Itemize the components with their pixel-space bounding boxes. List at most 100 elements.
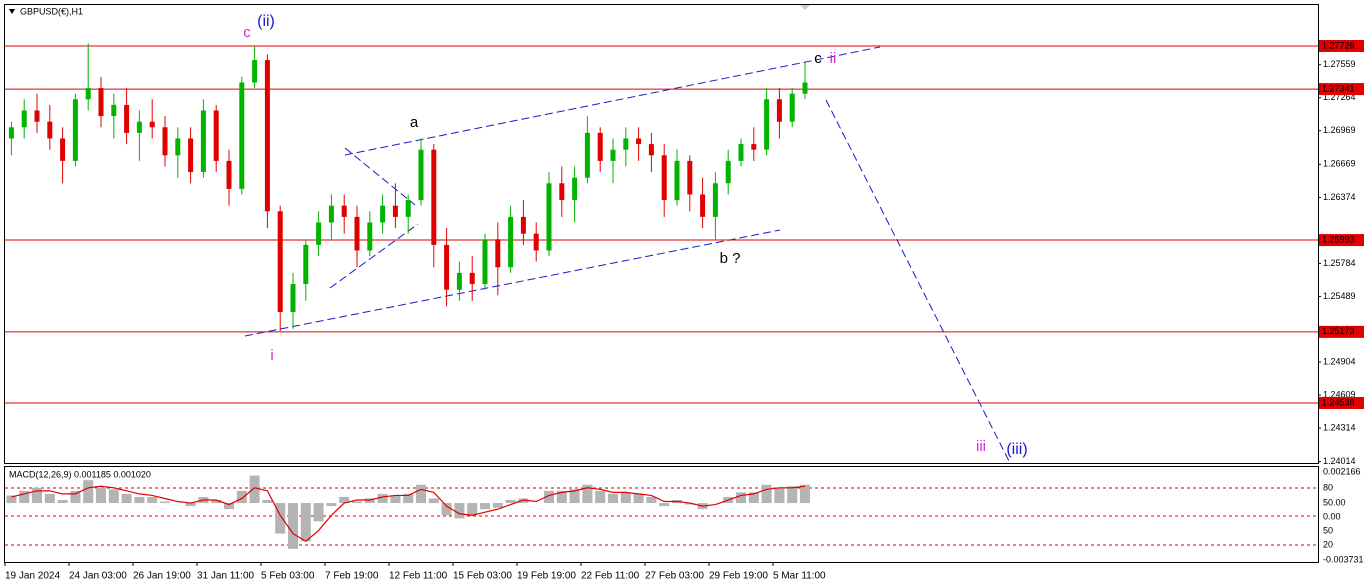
macd-bar bbox=[390, 495, 401, 504]
scroll-marker bbox=[800, 5, 810, 10]
macd-bar bbox=[800, 484, 810, 504]
trendline bbox=[344, 147, 416, 206]
candle-body bbox=[572, 177, 578, 201]
macd-bar bbox=[441, 503, 452, 516]
macd-title: MACD(12,26,9) 0.001185 0.001020 bbox=[9, 469, 151, 479]
trendline bbox=[244, 229, 781, 337]
macd-bar bbox=[96, 487, 106, 504]
macd-bar bbox=[70, 490, 81, 504]
level-label: 1.24538 bbox=[1322, 397, 1355, 407]
macd-bar bbox=[339, 496, 350, 504]
candle-body bbox=[21, 110, 27, 128]
wave-label: i bbox=[270, 347, 273, 364]
level-label: 1.27341 bbox=[1322, 83, 1355, 93]
level-label: 1.25993 bbox=[1322, 234, 1355, 244]
candle-body bbox=[520, 216, 526, 234]
macd-bar bbox=[6, 495, 17, 504]
y-tick-label: 1.27559 bbox=[1323, 59, 1356, 69]
candle-body bbox=[252, 60, 258, 83]
macd-bar bbox=[736, 492, 746, 504]
candle-body bbox=[136, 121, 142, 133]
candle-body bbox=[34, 110, 40, 122]
macd-bar bbox=[748, 492, 759, 504]
x-tick-label: 19 Feb 19:00 bbox=[517, 571, 576, 582]
macd-bar bbox=[646, 496, 657, 504]
candle-body bbox=[60, 138, 66, 161]
macd-bar bbox=[403, 493, 414, 504]
macd-bar bbox=[633, 493, 644, 504]
candle-body bbox=[392, 205, 398, 217]
x-tick-label: 22 Feb 11:00 bbox=[581, 571, 640, 582]
candle-body bbox=[444, 244, 450, 290]
level-label: 1.25173 bbox=[1322, 326, 1355, 336]
wave-label: b ? bbox=[720, 250, 741, 267]
candle-body bbox=[162, 127, 168, 156]
macd-bar bbox=[211, 500, 222, 504]
candle-body bbox=[738, 144, 744, 161]
candle-body bbox=[418, 149, 424, 201]
candle-body bbox=[380, 205, 386, 223]
x-tick-label: 12 Feb 11:00 bbox=[389, 571, 448, 582]
macd-bar bbox=[787, 486, 798, 504]
candle-body bbox=[8, 127, 14, 139]
candle-body bbox=[674, 160, 680, 201]
macd-bar bbox=[275, 503, 286, 534]
candle-body bbox=[341, 205, 347, 217]
candle-body bbox=[354, 216, 360, 251]
candle-body bbox=[405, 200, 411, 217]
candle-body bbox=[200, 110, 206, 173]
level-label-box bbox=[1319, 234, 1364, 247]
y-tick-label: 1.25489 bbox=[1323, 291, 1356, 301]
wave-label: (ii) bbox=[257, 13, 275, 30]
candle-body bbox=[751, 144, 757, 150]
macd-bar bbox=[774, 487, 785, 504]
macd-bar bbox=[620, 492, 631, 504]
macd-axis-min: -0.003731 bbox=[1323, 554, 1364, 564]
candle-body bbox=[431, 149, 437, 245]
macd-bar bbox=[556, 490, 567, 504]
menu-arrow[interactable] bbox=[9, 9, 15, 14]
candle-body bbox=[700, 194, 706, 217]
macd-bar bbox=[160, 501, 170, 504]
macd-bar bbox=[659, 503, 670, 507]
macd-bar bbox=[505, 500, 516, 504]
candle-body bbox=[610, 149, 616, 161]
candle-body bbox=[226, 160, 232, 189]
x-tick-label: 27 Feb 03:00 bbox=[645, 571, 704, 582]
macd-bar bbox=[480, 503, 490, 510]
candle-body bbox=[213, 110, 219, 161]
macd-bar bbox=[147, 496, 158, 504]
macd-bar bbox=[684, 503, 695, 505]
macd-bar bbox=[134, 496, 145, 504]
candle-body bbox=[264, 60, 270, 212]
candle-body bbox=[175, 138, 181, 156]
wave-label: iii bbox=[976, 438, 986, 455]
macd-bar bbox=[83, 480, 94, 504]
wave-label: ii bbox=[830, 50, 837, 67]
level-label-box bbox=[1319, 83, 1364, 96]
candle-body bbox=[636, 138, 642, 145]
wave-label: c bbox=[814, 50, 822, 67]
macd-bar bbox=[32, 487, 42, 504]
candle-body bbox=[456, 272, 462, 290]
macd-bar bbox=[185, 503, 196, 507]
macd-bar bbox=[352, 501, 362, 504]
candle-body bbox=[584, 132, 590, 178]
candle-body bbox=[149, 121, 155, 128]
x-tick-label: 29 Feb 19:00 bbox=[709, 571, 768, 582]
macd-bar bbox=[288, 503, 298, 549]
y-tick-label: 1.24609 bbox=[1323, 389, 1356, 399]
candle-body bbox=[482, 239, 488, 285]
candle-body bbox=[648, 144, 654, 156]
macd-bar bbox=[121, 493, 132, 504]
candle-body bbox=[712, 183, 718, 217]
candle-body bbox=[776, 99, 782, 122]
macd-bar bbox=[249, 475, 260, 504]
candle-body bbox=[98, 88, 104, 117]
candle-body bbox=[495, 239, 501, 268]
macd-bar bbox=[224, 503, 234, 510]
macd-bar bbox=[492, 503, 503, 508]
x-tick-label: 5 Feb 03:00 bbox=[261, 571, 315, 582]
